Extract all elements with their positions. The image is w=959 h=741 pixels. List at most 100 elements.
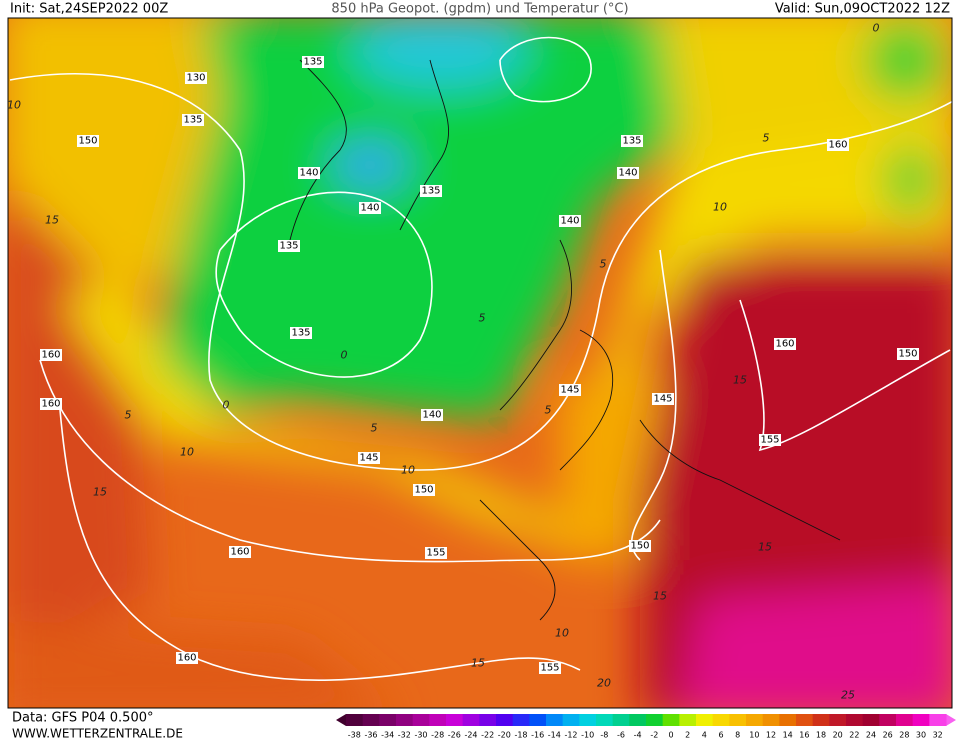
temperature-label: 10 (7, 99, 21, 112)
label-box (421, 409, 443, 421)
temperature-label: 5 (763, 132, 770, 145)
temperature-label: 10 (180, 446, 194, 459)
geopotential-label: 145 (652, 393, 674, 405)
colorbar-segment (546, 714, 564, 726)
site-name: WWW.WETTERZENTRALE.DE (12, 727, 183, 741)
colorbar-tick-label: -20 (498, 731, 511, 740)
colorbar-tick-label: -24 (464, 731, 477, 740)
label-box (559, 215, 581, 227)
colorbar-tick-label: -18 (514, 731, 527, 740)
label-box (302, 56, 324, 68)
colorbar-segment (529, 714, 547, 726)
colorbar-tick-label: -32 (398, 731, 411, 740)
colorbar-tick-label: 22 (849, 731, 859, 740)
geopotential-value: 135 (183, 115, 202, 126)
geopotential-label: 140 (359, 202, 381, 214)
geopotential-value: 150 (414, 485, 433, 496)
geopotential-label: 155 (425, 547, 447, 559)
colorbar-segment (729, 714, 747, 726)
colorbar-segment (679, 714, 697, 726)
colorbar-segment (712, 714, 730, 726)
geopotential-value: 140 (560, 216, 579, 227)
colorbar-tick-label: 24 (866, 731, 876, 740)
geopotential-label: 160 (827, 139, 849, 151)
geopotential-value: 140 (422, 410, 441, 421)
label-box (621, 135, 643, 147)
geopotential-label: 160 (40, 349, 62, 361)
colorbar-segment (479, 714, 497, 726)
colorbar-arrow-right (946, 714, 956, 726)
label-box (359, 202, 381, 214)
colorbar-tick-label: -30 (414, 731, 427, 740)
geopotential-value: 135 (421, 186, 440, 197)
geopotential-value: 140 (360, 203, 379, 214)
temperature-label: 10 (713, 201, 727, 214)
label-box (759, 434, 781, 446)
label-box (827, 139, 849, 151)
colorbar-tick-label: -38 (348, 731, 361, 740)
temperature-label: 15 (45, 214, 59, 227)
temperature-label: 5 (479, 312, 486, 325)
colorbar-segment (379, 714, 397, 726)
colorbar-segment (496, 714, 514, 726)
temperature-label: 0 (223, 399, 230, 412)
label-box (413, 484, 435, 496)
geopotential-value: 145 (653, 394, 672, 405)
colorbar-segment (429, 714, 447, 726)
temperature-label: 15 (758, 541, 772, 554)
geopotential-label: 160 (40, 398, 62, 410)
label-box (229, 546, 251, 558)
colorbar-segment (462, 714, 480, 726)
geopotential-label: 155 (539, 662, 561, 674)
temperature-label: 20 (597, 677, 611, 690)
geopotential-label: 155 (759, 434, 781, 446)
geopotential-label: 135 (302, 56, 324, 68)
colorbar-tick-label: -28 (431, 731, 444, 740)
temperature-label: 5 (545, 404, 552, 417)
label-box (539, 662, 561, 674)
colorbar-tick-label: 12 (766, 731, 776, 740)
temperature-label: 5 (125, 409, 132, 422)
colorbar-segment (579, 714, 597, 726)
colorbar-segment (396, 714, 414, 726)
colorbar-tick-label: -4 (634, 731, 642, 740)
colorbar-segment (746, 714, 764, 726)
colorbar-tick-label: 10 (749, 731, 759, 740)
colorbar-tick-label: 6 (718, 731, 723, 740)
geopotential-value: 155 (760, 435, 779, 446)
colorbar-tick-label: -16 (531, 731, 544, 740)
geopotential-label: 140 (298, 167, 320, 179)
geopotential-value: 140 (299, 168, 318, 179)
geopotential-label: 130 (185, 72, 207, 84)
label-box (425, 547, 447, 559)
label-box (278, 240, 300, 252)
colorbar-segment (829, 714, 847, 726)
colorbar-segment (646, 714, 664, 726)
geopotential-label: 135 (278, 240, 300, 252)
data-source: Data: GFS P04 0.500° (12, 711, 154, 726)
colorbar-tick-label: 18 (816, 731, 826, 740)
colorbar-segment (346, 714, 364, 726)
colorbar-tick-label: 20 (833, 731, 843, 740)
map-title: 850 hPa Geopot. (gpdm) und Temperatur (°… (331, 2, 628, 17)
colorbar-tick-label: 2 (685, 731, 690, 740)
label-box (40, 349, 62, 361)
colorbar-tick-label: 4 (702, 731, 707, 740)
temperature-label: 10 (401, 464, 415, 477)
colorbar-tick-label: -34 (381, 731, 394, 740)
colorbar-segment (846, 714, 864, 726)
colorbar-tick-label: 30 (916, 731, 926, 740)
colorbar-tick-label: -8 (600, 731, 608, 740)
label-box (358, 452, 380, 464)
geopotential-value: 160 (41, 399, 60, 410)
label-box (298, 167, 320, 179)
colorbar-segment (762, 714, 780, 726)
label-box (897, 348, 919, 360)
geopotential-value: 130 (186, 73, 205, 84)
label-box (420, 185, 442, 197)
valid-time: Valid: Sun,09OCT2022 12Z (775, 2, 950, 17)
colorbar-tick-label: -22 (481, 731, 494, 740)
geopotential-label: 160 (229, 546, 251, 558)
label-box (774, 338, 796, 350)
